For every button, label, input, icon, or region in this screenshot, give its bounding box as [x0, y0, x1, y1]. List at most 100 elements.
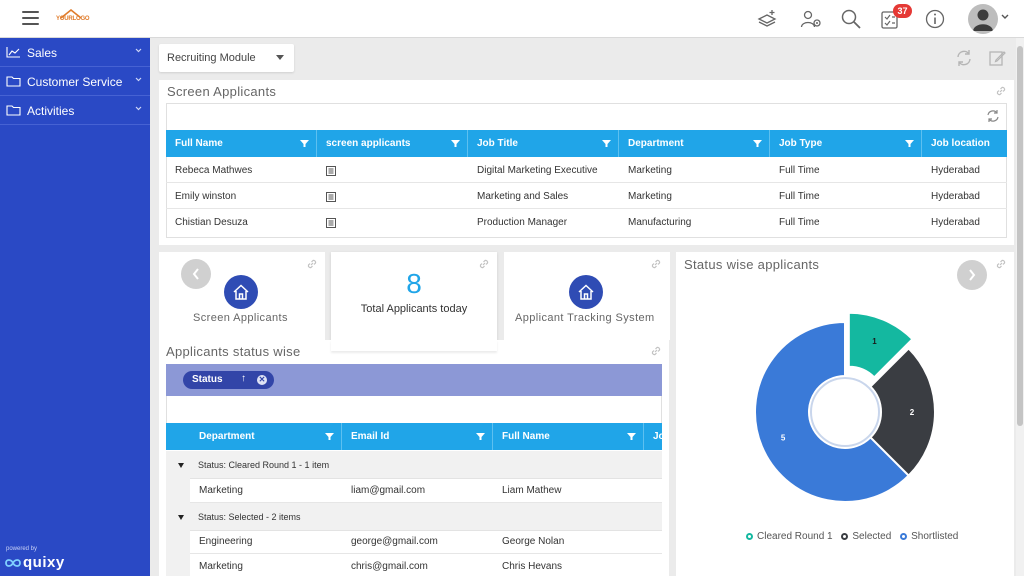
- donut-slice-cleared-round-1[interactable]: [847, 311, 914, 379]
- sidebar-item-label: Customer Service: [27, 75, 123, 89]
- filter-icon[interactable]: [627, 433, 636, 440]
- module-select[interactable]: Recruiting Module: [159, 44, 294, 72]
- cell-full-name: Rebeca Mathwes: [175, 165, 253, 176]
- next-button[interactable]: [957, 260, 987, 290]
- row-indent: [166, 554, 190, 576]
- link-icon[interactable]: [995, 258, 1007, 270]
- link-icon[interactable]: [650, 345, 662, 357]
- link-icon[interactable]: [306, 258, 318, 270]
- filter-icon[interactable]: [451, 140, 460, 147]
- info-icon[interactable]: [924, 8, 946, 30]
- total-applicants-tile[interactable]: [331, 252, 497, 351]
- cell-department: Manufacturing: [628, 217, 692, 228]
- link-icon[interactable]: [995, 85, 1007, 97]
- logo[interactable]: YOURLOGO: [56, 9, 90, 27]
- filter-icon[interactable]: [325, 433, 334, 440]
- link-icon[interactable]: [478, 258, 490, 270]
- donut-slice-selected[interactable]: [869, 346, 936, 478]
- chevron-down-icon: [135, 48, 142, 53]
- table-row[interactable]: Emily winston Marketing and Sales Market…: [166, 184, 1007, 209]
- refresh-icon[interactable]: [955, 49, 973, 67]
- row-indent: [166, 478, 190, 503]
- donut-chart[interactable]: 1 2 5: [676, 280, 1014, 530]
- tile-bottom: [331, 340, 497, 351]
- donut-inner-ring: [810, 377, 880, 447]
- form-icon[interactable]: [326, 192, 336, 202]
- chevron-down-icon: [135, 77, 142, 82]
- form-icon[interactable]: [326, 166, 336, 176]
- form-icon[interactable]: [326, 218, 336, 228]
- logo-roof-icon: [60, 9, 82, 19]
- column-header-label: Email Id: [351, 431, 390, 442]
- column-header-screen-applicants[interactable]: screen applicants: [317, 130, 468, 157]
- legend-item-cleared-round-1[interactable]: Cleared Round 1: [746, 531, 833, 542]
- tasks-icon[interactable]: [879, 8, 901, 30]
- chevron-right-icon: [969, 269, 976, 281]
- column-header-job-title[interactable]: Job Title: [468, 130, 619, 157]
- chart-line-icon: [6, 47, 20, 58]
- scrollbar-thumb[interactable]: [1017, 46, 1023, 426]
- filter-icon[interactable]: [602, 140, 611, 147]
- layers-add-icon[interactable]: [756, 8, 778, 30]
- cell-full-name: George Nolan: [502, 536, 565, 547]
- legend-label: Shortlisted: [911, 531, 959, 542]
- sort-asc-icon[interactable]: ↑: [241, 373, 246, 384]
- refresh-icon[interactable]: [986, 109, 1000, 123]
- cell-email: chris@gmail.com: [351, 561, 428, 572]
- users-settings-icon[interactable]: [800, 8, 822, 30]
- cell-job-location: Hyderabad: [931, 165, 980, 176]
- table-row[interactable]: Engineering george@gmail.com George Nola…: [166, 529, 662, 554]
- sidebar-item-label: Sales: [27, 46, 58, 60]
- caret-down-icon[interactable]: [178, 463, 184, 468]
- filter-icon[interactable]: [753, 140, 762, 147]
- column-header-full-name[interactable]: Full Name: [166, 130, 317, 157]
- legend-label: Cleared Round 1: [757, 531, 833, 542]
- status-chart-card: [676, 252, 1014, 576]
- caret-down-icon: [276, 55, 284, 60]
- search-icon[interactable]: [840, 8, 862, 30]
- column-header-job-type[interactable]: Job Type: [770, 130, 922, 157]
- column-header-department[interactable]: Department: [619, 130, 770, 157]
- column-header-email[interactable]: Email Id: [342, 423, 493, 450]
- column-header-job[interactable]: Jo: [644, 423, 662, 450]
- group-row-selected[interactable]: Status: Selected - 2 items: [166, 503, 662, 531]
- link-icon[interactable]: [650, 258, 662, 270]
- group-row-cleared-round-1[interactable]: Status: Cleared Round 1 - 1 item: [166, 451, 662, 479]
- column-header-department[interactable]: Department: [190, 423, 342, 450]
- cell-full-name: Liam Mathew: [502, 485, 562, 496]
- card-title: Screen Applicants: [167, 84, 277, 99]
- chevron-down-icon[interactable]: [1001, 14, 1009, 20]
- table-row[interactable]: Marketing chris@gmail.com Chris Hevans: [166, 554, 662, 576]
- filter-icon[interactable]: [476, 433, 485, 440]
- filter-icon[interactable]: [905, 140, 914, 147]
- brand-logo[interactable]: quixy: [5, 554, 65, 571]
- caret-down-icon[interactable]: [178, 515, 184, 520]
- table-row[interactable]: Chistian Desuza Production Manager Manuf…: [166, 210, 1007, 235]
- legend-item-shortlisted[interactable]: Shortlisted: [900, 531, 958, 542]
- edit-icon[interactable]: [988, 49, 1006, 67]
- table-row[interactable]: Marketing liam@gmail.com Liam Mathew: [166, 478, 662, 503]
- prev-button[interactable]: [181, 259, 211, 289]
- folder-icon: [6, 105, 21, 116]
- column-header-job-location[interactable]: Job location: [922, 130, 1007, 157]
- cell-department: Marketing: [628, 165, 672, 176]
- sidebar-item-sales[interactable]: Sales: [0, 38, 150, 67]
- table-row[interactable]: Rebeca Mathwes Digital Marketing Executi…: [166, 158, 1007, 183]
- close-icon[interactable]: ✕: [257, 375, 267, 385]
- cell-job-type: Full Time: [779, 191, 820, 202]
- column-header-full-name[interactable]: Full Name: [493, 423, 644, 450]
- column-header-label: Jo: [653, 431, 662, 442]
- filter-icon[interactable]: [300, 140, 309, 147]
- row-divider: [190, 553, 662, 554]
- total-applicants-label: Total Applicants today: [360, 303, 468, 315]
- avatar[interactable]: [968, 4, 998, 34]
- column-header-label: Department: [628, 138, 684, 149]
- legend-marker: [900, 533, 908, 540]
- sidebar-item-activities[interactable]: Activities: [0, 96, 150, 125]
- group-chip-status[interactable]: Status ↑ ✕: [183, 371, 274, 389]
- menu-icon[interactable]: [22, 11, 39, 25]
- cell-job-title: Production Manager: [477, 217, 568, 228]
- sidebar-item-customer-service[interactable]: Customer Service: [0, 67, 150, 96]
- donut-slice-shortlisted[interactable]: [754, 320, 911, 503]
- legend-item-selected[interactable]: Selected: [841, 531, 891, 542]
